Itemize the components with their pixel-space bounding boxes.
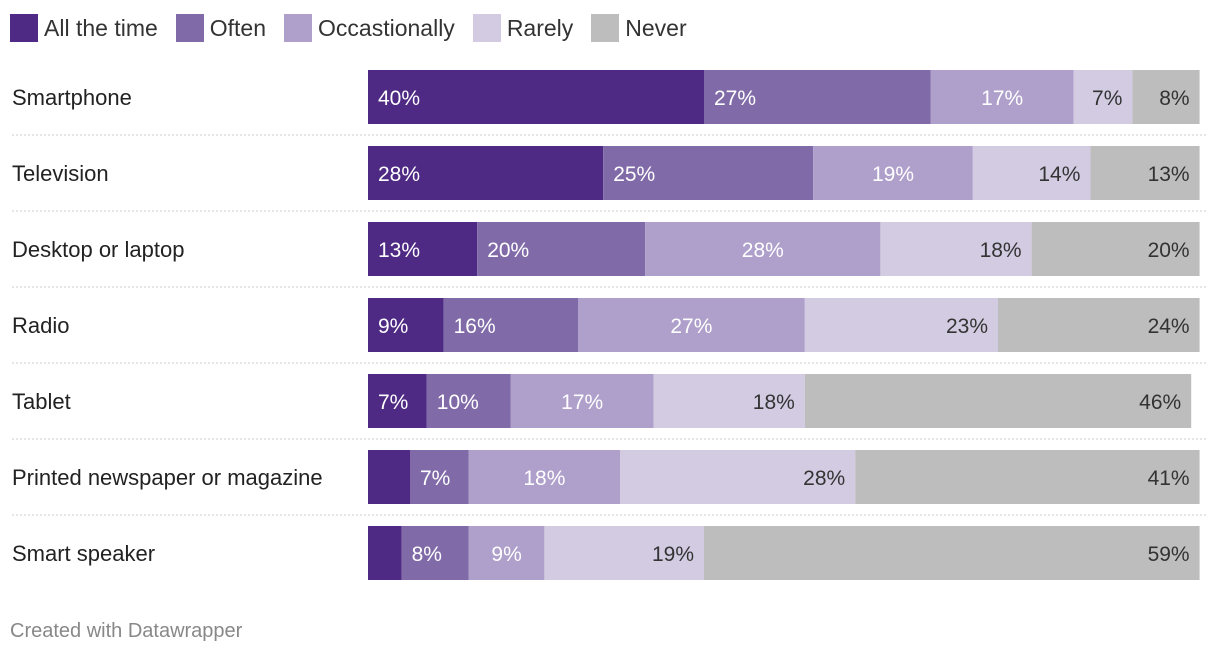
bar-segment [930,70,1074,124]
bar-segment [368,146,604,200]
bar-segment [368,526,402,580]
bar-segment [368,298,444,352]
data-label: 14% [1038,163,1080,186]
data-label: 9% [491,543,521,566]
bar-segment [443,298,578,352]
category-label: Desktop or laptop [12,237,184,262]
data-label: 8% [412,543,442,566]
data-label: 20% [487,239,529,262]
bar-segment [368,222,478,276]
bar-segment [468,526,545,580]
bar-segment [426,374,511,428]
data-label: 10% [437,391,479,414]
data-label: 28% [742,239,784,262]
bar-segment [972,146,1091,200]
bar-segment [368,450,410,504]
category-label: Radio [12,313,69,338]
bar-segment [544,526,704,580]
legend-item-4: Never [591,14,687,42]
data-label: 59% [1148,543,1190,566]
data-label: 20% [1148,239,1190,262]
data-label: 25% [613,163,655,186]
data-label: 23% [946,315,988,338]
data-label: 18% [523,467,565,490]
data-label: 13% [378,239,420,262]
legend-label: Never [625,14,687,41]
data-label: 17% [561,391,603,414]
bar-segment [368,70,704,124]
bar-segment [603,146,814,200]
category-label: Television [12,161,109,186]
data-label: 8% [1159,87,1189,110]
data-label: 28% [378,163,420,186]
category-label: Printed newspaper or magazine [12,465,323,490]
bar-segment [998,298,1200,352]
legend-label: Often [209,14,267,41]
bar-segment [804,298,998,352]
legend-label: Rarely [506,14,574,41]
bar-segment [804,374,1192,428]
data-label: 17% [981,87,1023,110]
data-label: 7% [1092,87,1122,110]
bar-segment [1132,70,1200,124]
legend-item-0: All the time [10,14,158,42]
bar-segment [855,450,1200,504]
bar-segment [468,450,620,504]
legend-item-2: Occastionally [284,14,455,42]
data-label: 41% [1148,467,1190,490]
data-label: 40% [378,87,420,110]
bar-segment [704,70,931,124]
data-label: 46% [1139,391,1181,414]
data-label: 19% [872,163,914,186]
legend: All the time Often Occastionally Rarely Neve… [10,12,705,44]
bar-segment [410,450,469,504]
data-label: 24% [1148,315,1190,338]
bar-segment [645,222,881,276]
bar-segment [578,298,805,352]
bar-segment [368,374,427,428]
data-label: 16% [454,315,496,338]
data-label: 18% [980,239,1022,262]
category-label: Smart speaker [12,541,155,566]
bar-segment [880,222,1032,276]
credit-text[interactable]: Created with Datawrapper [10,620,243,642]
data-label: 27% [670,315,712,338]
bar-segment [1090,146,1200,200]
legend-label: All the time [44,14,158,41]
legend-swatch [175,14,204,42]
legend-label: Occastionally [318,14,455,41]
legend-item-1: Often [175,14,267,42]
data-label: 28% [803,467,845,490]
data-label: 9% [378,315,408,338]
bar-segment [704,526,1200,580]
stacked-bar-chart: Smartphone 40% 27% 17% 7% 8% Television 28% 25% 1… [12,70,1208,580]
legend-swatch [591,14,620,42]
data-label: 7% [378,391,408,414]
bar-segment [1031,222,1200,276]
bar-segment [813,146,973,200]
bar-segment [1073,70,1133,124]
legend-swatch [10,14,38,42]
data-label: 19% [652,543,694,566]
data-label: 27% [714,87,756,110]
data-label: 13% [1148,163,1190,186]
legend-swatch [472,14,501,42]
bar-segment [477,222,646,276]
category-label: Smartphone [12,85,132,110]
legend-swatch [284,14,313,42]
bar-segment [401,526,469,580]
data-label: 18% [753,391,795,414]
bar-segment [653,374,805,428]
legend-item-3: Rarely [472,14,574,42]
bar-segment [620,450,856,504]
data-label: 7% [420,467,450,490]
category-label: Tablet [12,389,71,414]
bar-segment [510,374,654,428]
